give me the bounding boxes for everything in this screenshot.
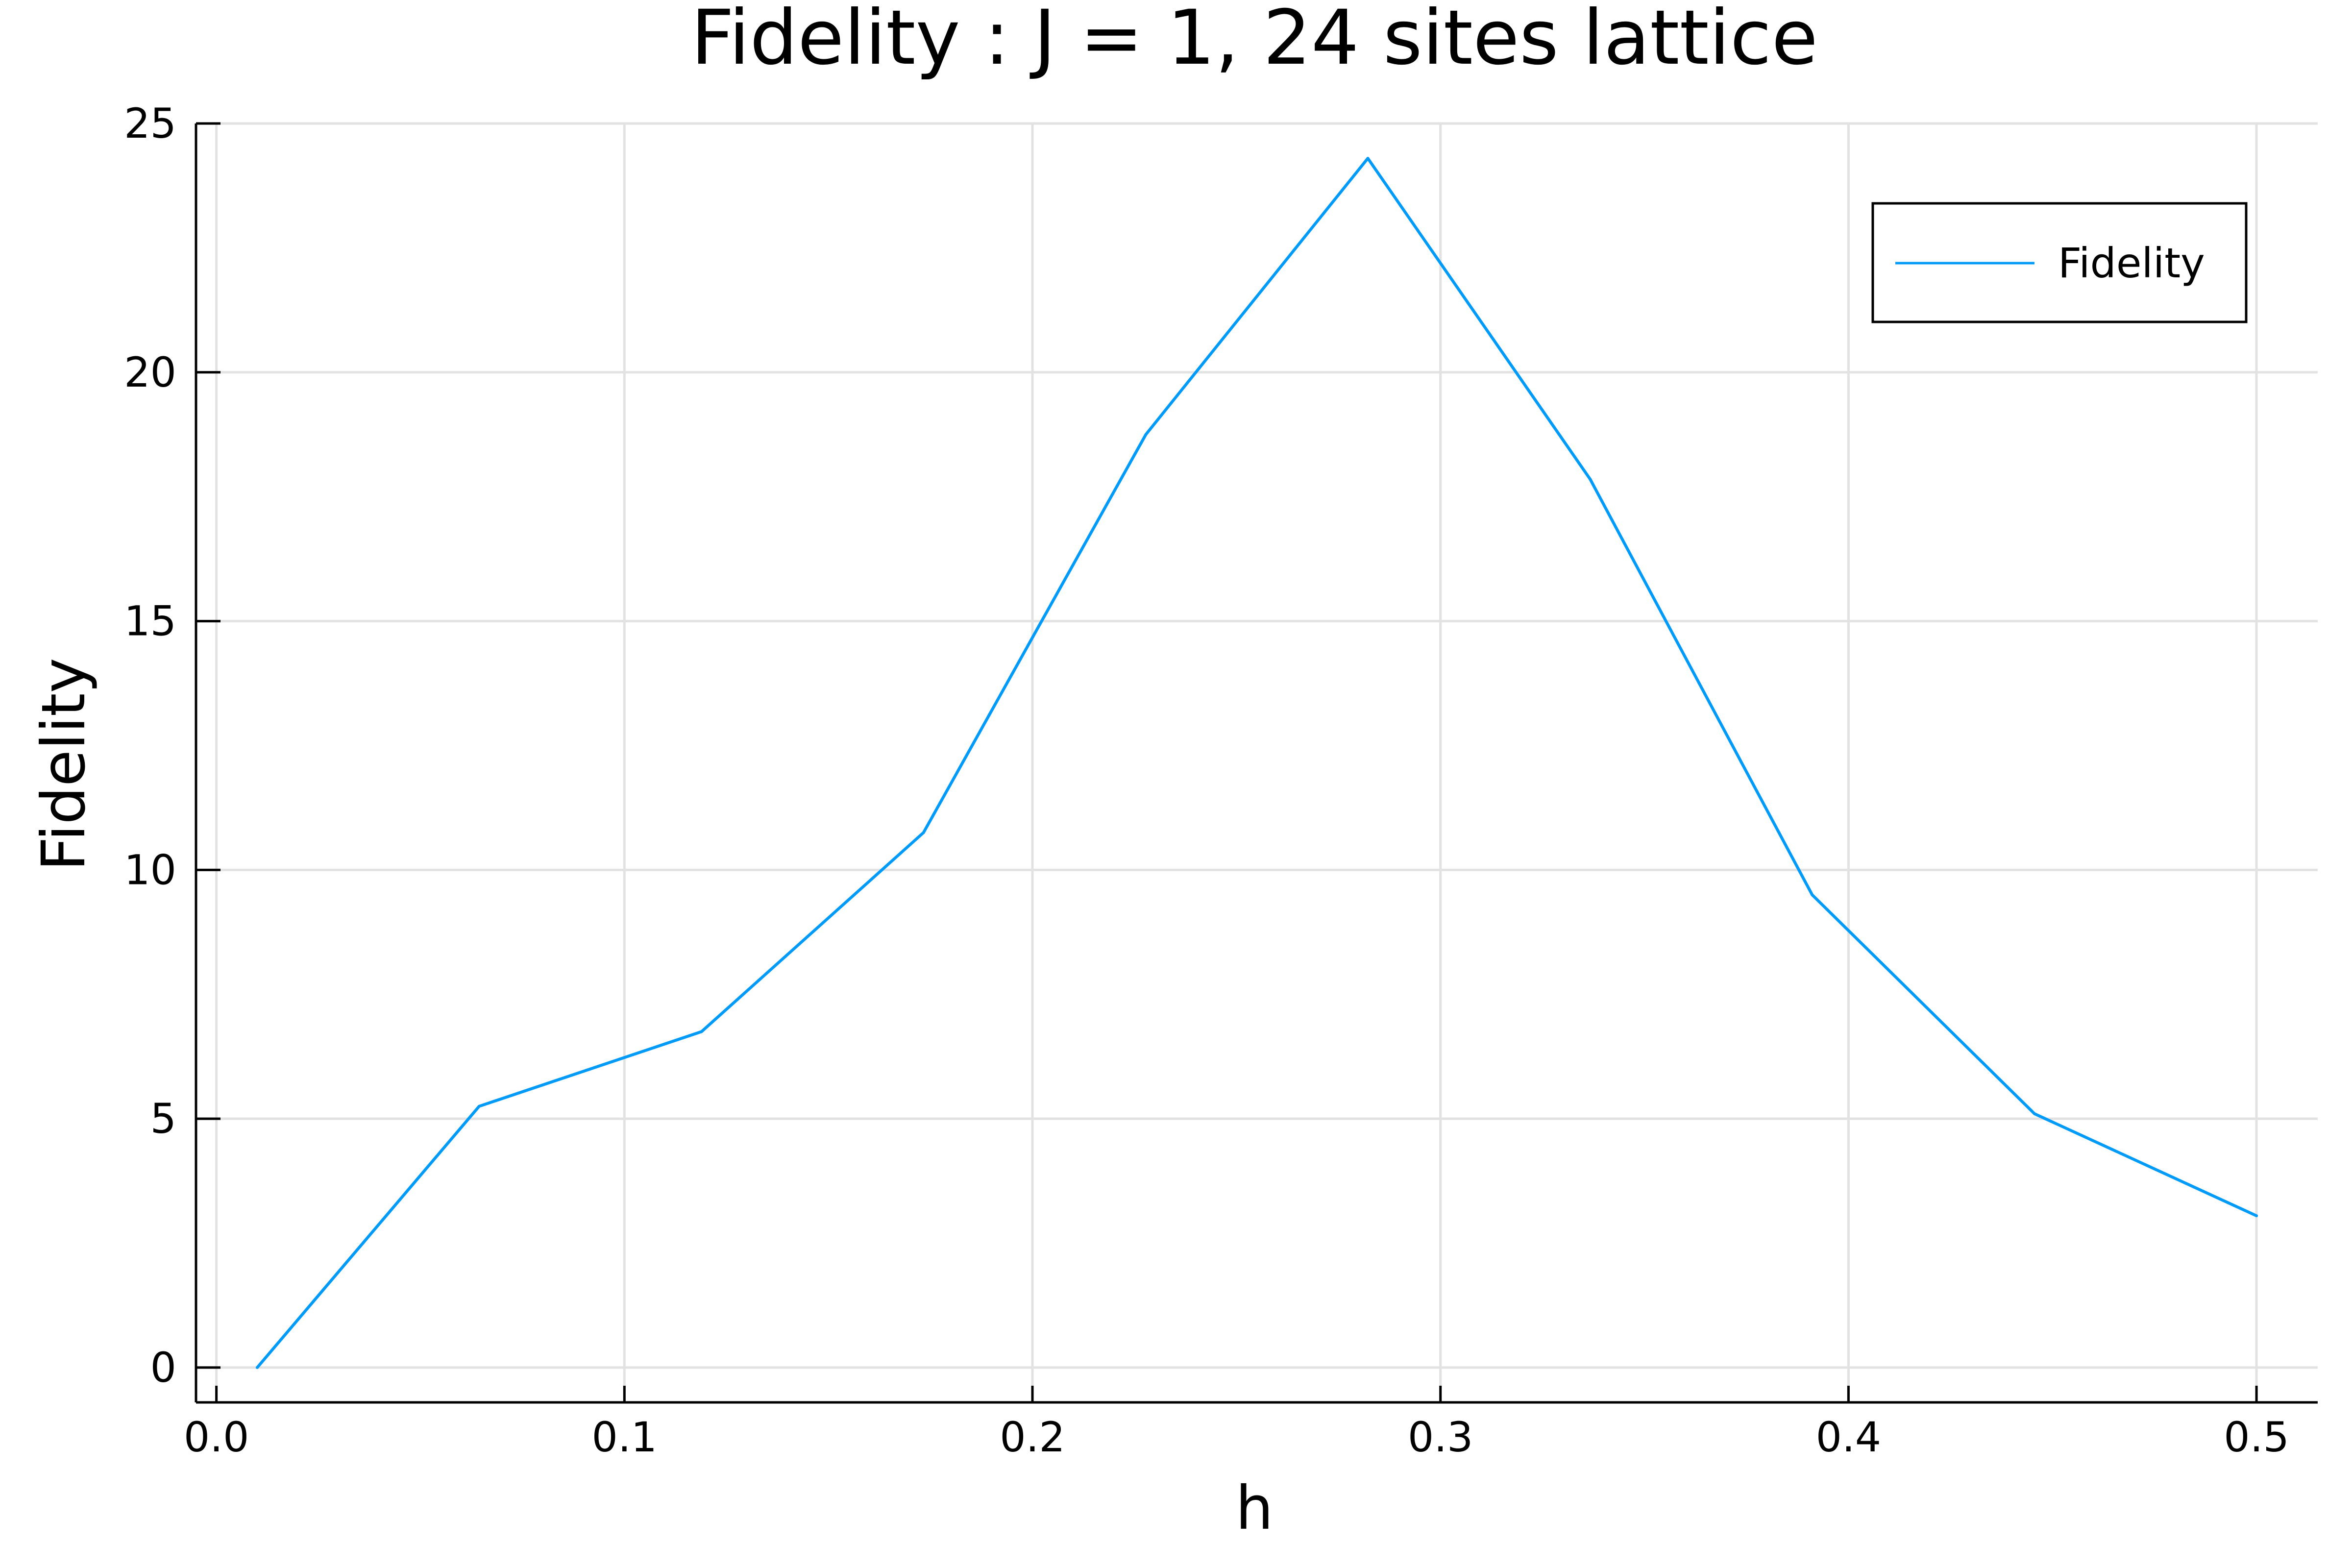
- x-tick-label: 0.3: [1408, 1413, 1473, 1461]
- y-tick-label: 0: [150, 1344, 176, 1392]
- chart-title: Fidelity : J = 1, 24 sites lattice: [691, 0, 1818, 82]
- y-tick-label: 20: [124, 348, 176, 396]
- y-tick-label: 5: [150, 1095, 176, 1143]
- legend: Fidelity: [1871, 202, 2248, 323]
- y-axis-label: Fidelity: [29, 658, 98, 871]
- data-point: [1366, 157, 1370, 160]
- data-point: [1589, 478, 1592, 481]
- legend-series-label: Fidelity: [2058, 239, 2205, 287]
- series-layer: [255, 157, 2258, 1369]
- series-line-0: [256, 157, 2257, 1369]
- data-point: [477, 1104, 481, 1108]
- x-tick-label: 0.2: [1000, 1413, 1065, 1461]
- x-axis-label: h: [1235, 1473, 1273, 1543]
- data-point: [700, 1030, 703, 1033]
- data-point: [1811, 893, 1814, 897]
- data-point: [255, 1366, 259, 1369]
- data-point: [2255, 1214, 2258, 1218]
- x-tick-label: 0.5: [2224, 1413, 2289, 1461]
- y-tick-label: 25: [124, 99, 176, 147]
- data-point: [2033, 1112, 2036, 1115]
- x-tick-label: 0.1: [592, 1413, 658, 1461]
- grid: [196, 122, 2318, 1402]
- y-tick-label: 15: [124, 597, 176, 645]
- axes: 0.0 0.1 0.2 0.3 0.4 0.5 0 5 10 15 20 25: [124, 99, 2318, 1461]
- y-tick-label: 10: [124, 846, 176, 894]
- x-tick-label: 0.0: [184, 1413, 249, 1461]
- x-tick-label: 0.4: [1816, 1413, 1882, 1461]
- data-point: [1144, 433, 1148, 436]
- data-point: [922, 831, 925, 834]
